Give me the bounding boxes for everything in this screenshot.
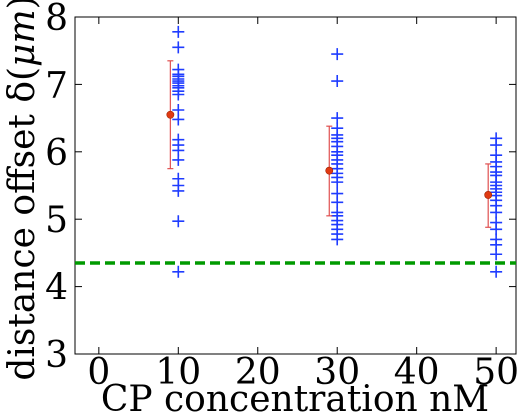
y-axis-label-main: distance offset δ( xyxy=(2,67,43,381)
y-axis-label-close: ) xyxy=(2,0,43,9)
data-point-plus xyxy=(490,223,503,236)
data-point-plus xyxy=(172,41,185,54)
data-point-plus xyxy=(172,88,185,101)
mean-marker xyxy=(325,166,334,175)
y-axis-label: distance offset δ(μm) xyxy=(2,0,43,381)
y-tick-label: 7 xyxy=(45,65,68,106)
data-point-plus xyxy=(331,176,344,189)
data-point-plus xyxy=(331,48,344,61)
mean-marker xyxy=(166,110,175,119)
x-tick-label: 40 xyxy=(394,352,440,393)
data-point-plus xyxy=(172,113,185,126)
mean-marker xyxy=(484,191,493,199)
data-point-plus xyxy=(331,112,344,125)
data-points-layer xyxy=(172,25,503,278)
y-tick-label: 3 xyxy=(45,335,68,376)
data-point-plus xyxy=(490,248,503,261)
data-point-plus xyxy=(172,153,185,166)
x-tick-label: 50 xyxy=(473,352,519,393)
data-point-plus xyxy=(331,233,344,246)
y-tick-label: 6 xyxy=(45,133,68,174)
x-tick-label: 20 xyxy=(235,352,281,393)
x-tick-label: 10 xyxy=(155,352,201,393)
y-tick-label: 4 xyxy=(45,268,68,309)
data-point-plus xyxy=(490,139,503,152)
mean-markers-layer xyxy=(166,110,493,199)
y-tick-label: 8 xyxy=(45,0,68,39)
data-point-plus xyxy=(490,206,503,219)
plot-frame xyxy=(74,16,517,355)
x-tick-label: 30 xyxy=(314,352,360,393)
errorbar-layer xyxy=(167,60,492,228)
data-point-plus xyxy=(172,184,185,197)
x-axis-label: CP concentration nM xyxy=(101,379,489,419)
y-axis-label-unit: μm xyxy=(2,9,43,67)
ticks-layer: 0 10 20 30 40 50 3 4 5 6 7 8 xyxy=(45,0,519,393)
data-point-plus xyxy=(331,75,344,88)
data-point-plus xyxy=(172,215,185,228)
data-point-plus xyxy=(490,265,503,278)
x-tick-label: 0 xyxy=(87,352,110,393)
data-point-plus xyxy=(172,25,185,38)
data-point-plus xyxy=(172,265,185,278)
data-point-plus xyxy=(331,196,344,209)
y-tick-label: 5 xyxy=(45,200,68,241)
